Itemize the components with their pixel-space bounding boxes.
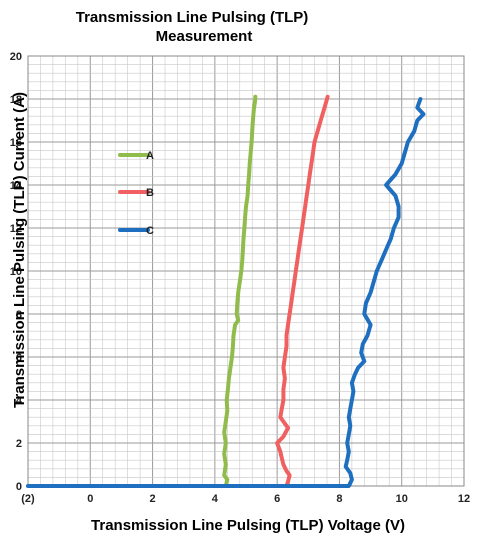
y-tick-label: 20 (10, 51, 22, 63)
y-tick-label: 6 (16, 352, 22, 364)
x-tick-label: 4 (212, 493, 219, 505)
x-tick-label: 10 (396, 493, 408, 505)
x-tick-labels: (2) 0 2 4 6 8 10 12 (21, 493, 470, 505)
legend: A B C (118, 150, 154, 237)
y-axis-title: Transmission Line Pulsing (TLP) Current … (11, 92, 28, 408)
chart-title-line1: Transmission Line Pulsing (TLP) (76, 9, 309, 26)
x-tick-label: 2 (150, 493, 156, 505)
y-tick-labels: 0 2 4 6 8 10 12 14 16 18 20 (10, 51, 23, 493)
y-tick-label: 0 (16, 481, 22, 493)
x-tick-label: 0 (87, 493, 93, 505)
y-tick-label: 18 (10, 94, 22, 106)
x-tick-label: (2) (21, 493, 35, 505)
series-line-c (26, 97, 426, 488)
chart-title-line2: Measurement (156, 28, 253, 45)
legend-label-c: C (146, 225, 154, 237)
y-tick-label: 2 (16, 438, 22, 450)
series-line-b (88, 94, 330, 488)
legend-label-b: B (146, 187, 154, 199)
legend-label-a: A (146, 150, 154, 162)
x-axis-title: Transmission Line Pulsing (TLP) Voltage … (91, 517, 405, 534)
y-tick-label: 12 (10, 223, 22, 235)
y-tick-label: 8 (16, 309, 22, 321)
series-lines (26, 94, 426, 488)
y-tick-label: 16 (10, 137, 22, 149)
series-line-a (222, 94, 258, 488)
x-tick-label: 6 (274, 493, 280, 505)
y-tick-label: 14 (10, 180, 23, 192)
y-tick-label: 10 (10, 266, 22, 278)
x-tick-label: 12 (458, 493, 470, 505)
x-tick-label: 8 (336, 493, 342, 505)
y-tick-label: 4 (16, 395, 23, 407)
